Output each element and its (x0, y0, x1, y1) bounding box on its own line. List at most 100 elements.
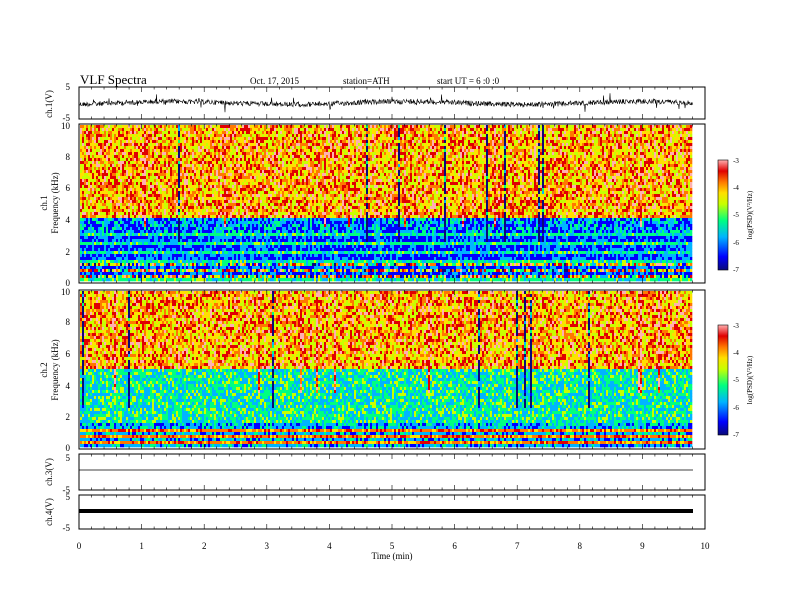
spectrogram-cell (366, 158, 368, 161)
spectrogram-cell (512, 167, 514, 170)
spectrogram-cell (378, 125, 380, 128)
spectrogram-cell (520, 170, 522, 173)
spectrogram-cell (476, 143, 478, 146)
spectrogram-cell (402, 128, 404, 131)
spectrogram-cell (380, 149, 382, 152)
spectrogram-cell (586, 146, 588, 149)
spectrogram-cell (144, 152, 146, 155)
spectrogram-cell (432, 161, 434, 164)
spectrogram-cell (580, 131, 582, 134)
spectrogram-cell (556, 125, 558, 128)
spectrogram-cell (272, 146, 274, 149)
spectrogram-cell (654, 140, 656, 143)
spectrogram-cell (368, 167, 370, 170)
spectrogram-cell (136, 140, 138, 143)
vlf-spectra-figure: VLF Spectra Oct. 17, 2015 station=ATH st… (0, 0, 792, 612)
spectrogram-cell (256, 125, 258, 128)
spectrogram-cell (292, 146, 294, 149)
spectrogram-cell (120, 149, 122, 152)
spectrogram-cell (412, 164, 414, 167)
spectrogram-cell (596, 131, 598, 134)
spectrogram-cell (190, 158, 192, 161)
spectrogram-cell (270, 167, 272, 170)
spectrogram-cell (484, 134, 486, 137)
spectrogram-cell (462, 128, 464, 131)
spectrogram-cell (220, 149, 222, 152)
spectrogram-cell (358, 149, 360, 152)
spectrogram-cell (164, 149, 166, 152)
spectrogram-cell (366, 140, 368, 143)
spectrogram-cell (100, 161, 102, 164)
spectrogram-cell (590, 149, 592, 152)
spectrogram-cell (258, 125, 260, 128)
spectrogram-cell (106, 131, 108, 134)
spectrogram-cell (318, 152, 320, 155)
spectrogram-cell (528, 152, 530, 155)
spectrogram-cell (520, 161, 522, 164)
spectrogram-cell (446, 134, 448, 137)
spectrogram-cell (294, 140, 296, 143)
spectrogram-cell (642, 164, 644, 167)
spectrogram-cell (384, 143, 386, 146)
spectrogram-cell (86, 155, 88, 158)
spectrogram-cell (146, 146, 148, 149)
spectrogram-cell (246, 137, 248, 140)
spectrogram-cell (474, 125, 476, 128)
spectrogram-cell (516, 152, 518, 155)
spectrogram-cell (98, 143, 100, 146)
spectrogram-cell (130, 137, 132, 140)
spectrogram-cell (682, 143, 684, 146)
spectrogram-cell (198, 137, 200, 140)
spectrogram-cell (90, 140, 92, 143)
spectrogram-cell (580, 140, 582, 143)
spectrogram-cell (396, 146, 398, 149)
spectrogram-cell (448, 161, 450, 164)
spectrogram-cell (364, 146, 366, 149)
spectrogram-cell (506, 161, 508, 164)
spectrogram-cell (574, 143, 576, 146)
spectrogram-cell (554, 152, 556, 155)
spectrogram-cell (206, 158, 208, 161)
spectrogram-cell (582, 149, 584, 152)
spectrogram-cell (284, 158, 286, 161)
spectrogram-cell (642, 167, 644, 170)
spectrogram-cell (630, 167, 632, 170)
spectrogram-cell (90, 125, 92, 128)
spectrogram-cell (570, 155, 572, 158)
spectrogram-cell (464, 128, 466, 131)
spectrogram-cell (666, 167, 668, 170)
spectrogram-cell (510, 149, 512, 152)
spectrogram-cell (620, 152, 622, 155)
spectrogram-cell (546, 131, 548, 134)
spectrogram-cell (390, 146, 392, 149)
spectrogram-cell (230, 134, 232, 137)
spectrogram-cell (334, 155, 336, 158)
spectrogram-cell (530, 152, 532, 155)
spectrogram-cell (450, 131, 452, 134)
spectrogram-cell (354, 158, 356, 161)
spectrogram-cell (592, 164, 594, 167)
spectrogram-cell (272, 134, 274, 137)
spectrogram-cell (576, 158, 578, 161)
spectrogram-cell (152, 155, 154, 158)
spectrogram-cell (614, 155, 616, 158)
spectrogram-cell (262, 167, 264, 170)
spectrogram-cell (322, 131, 324, 134)
spectrogram-cell (368, 146, 370, 149)
spectrogram-cell (656, 143, 658, 146)
spectrogram-cell (216, 134, 218, 137)
spectrogram-cell (174, 128, 176, 131)
spectrogram-cell (108, 137, 110, 140)
spectrogram-cell (398, 125, 400, 128)
spectrogram-cell (650, 146, 652, 149)
spectrogram-cell (266, 146, 268, 149)
spectrogram-cell (652, 128, 654, 131)
spectrogram-cell (374, 134, 376, 137)
spectrogram-cell (314, 134, 316, 137)
spectrogram-cell (394, 143, 396, 146)
spectrogram-cell (200, 164, 202, 167)
spectrogram-cell (98, 167, 100, 170)
spectrogram-cell (566, 140, 568, 143)
spectrogram-cell (528, 167, 530, 170)
spectrogram-cell (576, 164, 578, 167)
